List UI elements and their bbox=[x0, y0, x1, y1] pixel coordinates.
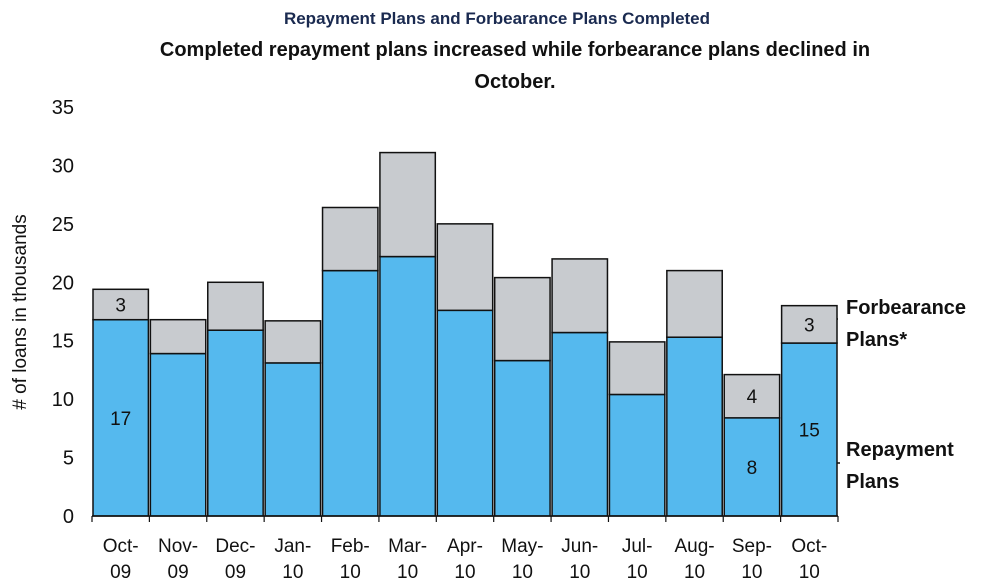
chart-subtitle: Completed repayment plans increased whil… bbox=[160, 39, 870, 93]
bar-segment bbox=[207, 281, 264, 331]
bar-segment bbox=[551, 331, 609, 517]
value-label: 3 bbox=[115, 295, 126, 316]
value-label: 8 bbox=[747, 458, 758, 479]
legend-label: Repayment Plans bbox=[846, 439, 954, 493]
x-tick-label: Apr-10 bbox=[447, 536, 483, 582]
bar-segment bbox=[723, 417, 781, 517]
x-tick-label: Sep-10 bbox=[732, 536, 772, 582]
y-tick-label: 10 bbox=[52, 389, 74, 411]
bar-segment bbox=[723, 373, 781, 419]
x-tick-label: Jun-10 bbox=[561, 536, 598, 582]
x-tick-label: Jul-10 bbox=[622, 536, 653, 582]
x-tick-label: May-10 bbox=[501, 536, 543, 582]
bar-segment bbox=[780, 304, 838, 344]
y-tick-label: 20 bbox=[52, 272, 74, 294]
x-tick-label: Nov-09 bbox=[158, 536, 198, 582]
bar-segment bbox=[207, 329, 264, 517]
y-axis-label: # of loans in thousands bbox=[10, 214, 31, 409]
bar-segment bbox=[608, 341, 666, 396]
legend-label: Forbearance Plans* bbox=[846, 297, 966, 351]
bar-segment bbox=[321, 206, 379, 272]
bar-segment bbox=[666, 336, 723, 517]
x-tick-label: Jan-10 bbox=[274, 536, 311, 582]
bar-segment bbox=[149, 318, 207, 355]
x-tick-label: Mar-10 bbox=[388, 536, 427, 582]
x-tick-label: Aug-10 bbox=[674, 536, 714, 582]
bar-segment bbox=[149, 352, 207, 517]
value-label: 3 bbox=[804, 315, 815, 336]
bar-segment bbox=[493, 359, 551, 517]
y-tick-label: 25 bbox=[52, 214, 74, 236]
bar-segment bbox=[493, 276, 551, 362]
bar-segment bbox=[436, 223, 494, 312]
value-label: 15 bbox=[799, 421, 820, 442]
y-tick-label: 5 bbox=[63, 448, 74, 470]
bar-segment bbox=[780, 342, 838, 517]
y-tick-label: 30 bbox=[52, 155, 74, 177]
bar-segment bbox=[666, 269, 723, 338]
bar-segment bbox=[321, 269, 379, 517]
bar-segment bbox=[379, 255, 437, 517]
value-label: 17 bbox=[110, 409, 131, 430]
y-tick-label: 35 bbox=[52, 97, 74, 119]
bar-segment bbox=[608, 393, 666, 517]
bar-segment bbox=[379, 151, 437, 258]
y-tick-label: 0 bbox=[63, 506, 74, 528]
bar-segment bbox=[436, 309, 494, 517]
x-tick-label: Oct-09 bbox=[103, 536, 139, 582]
bar-segment bbox=[551, 258, 609, 334]
y-tick-label: 15 bbox=[52, 331, 74, 353]
chart-title: Repayment Plans and Forbearance Plans Co… bbox=[284, 9, 710, 28]
bar-segment bbox=[264, 362, 322, 517]
x-tick-label: Feb-10 bbox=[331, 536, 370, 582]
x-tick-label: Dec-09 bbox=[215, 536, 255, 582]
value-label: 4 bbox=[747, 387, 758, 408]
bar-segment bbox=[264, 320, 322, 364]
x-tick-label: Oct-10 bbox=[791, 536, 827, 582]
bar-segment bbox=[92, 288, 150, 321]
